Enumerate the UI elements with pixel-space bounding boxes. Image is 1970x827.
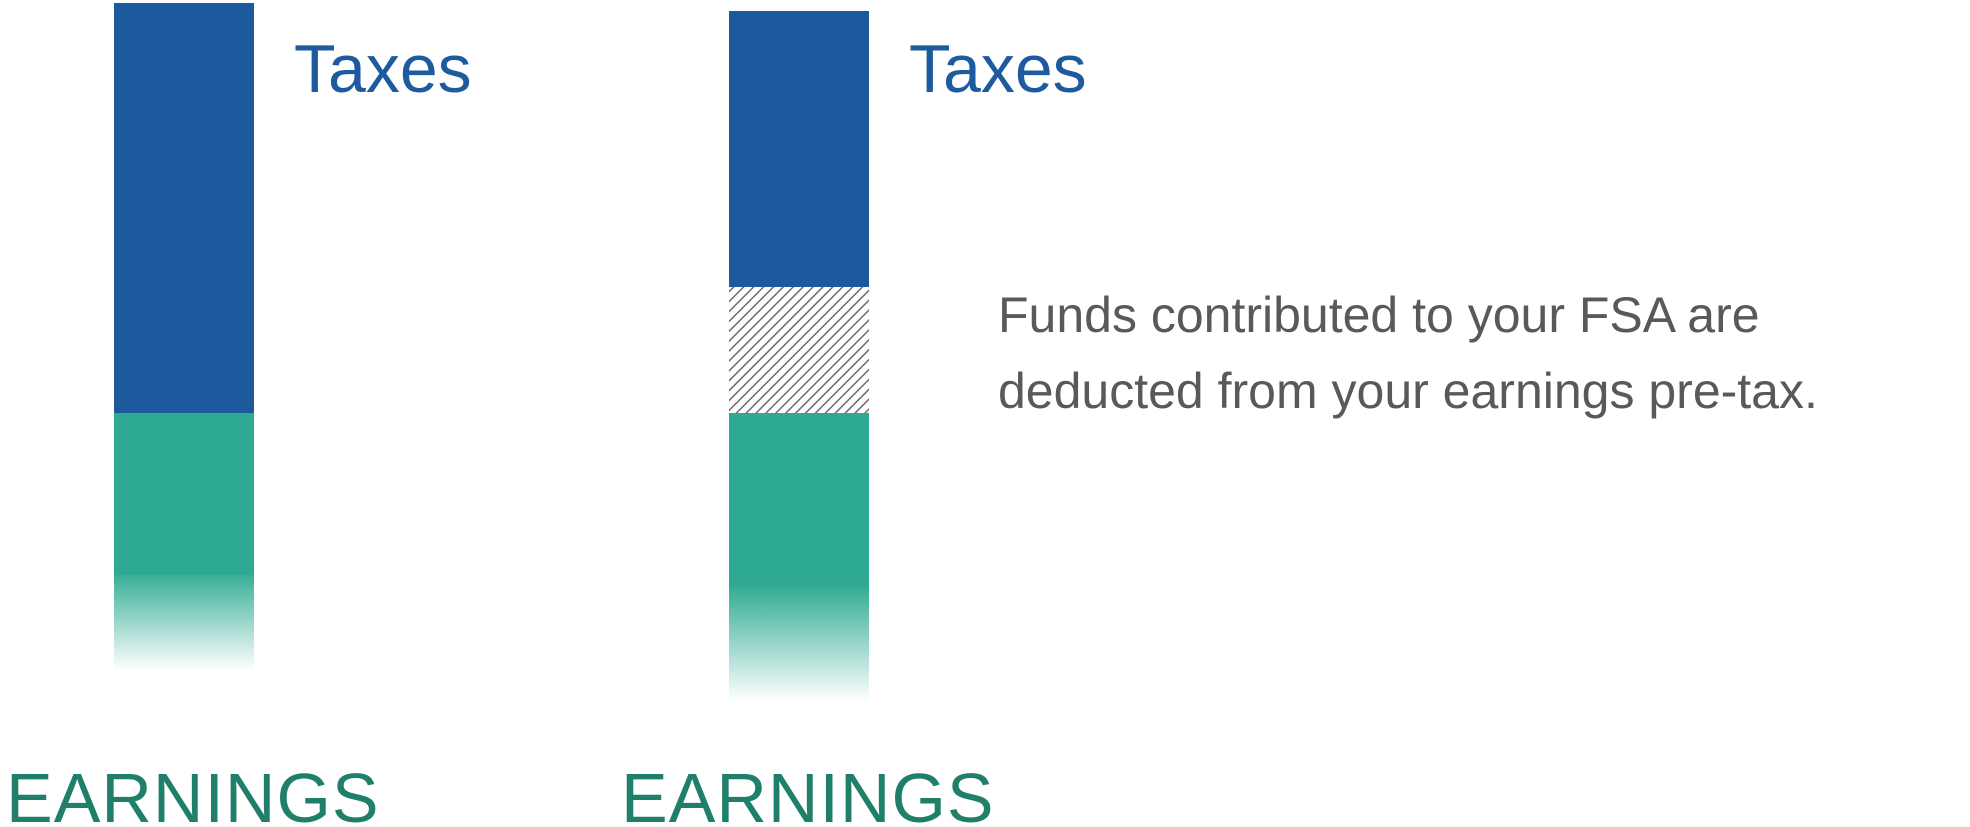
note-line: deducted from your earnings pre-tax. — [998, 363, 1818, 419]
earnings-label: EARNINGS — [6, 759, 380, 827]
earnings-fade — [114, 570, 254, 670]
earnings-fade — [729, 584, 869, 701]
taxes-block — [729, 11, 869, 287]
taxes-block — [114, 3, 254, 413]
note-line: Funds contributed to your FSA are — [998, 287, 1760, 343]
column-after: Taxes EARNINGS — [621, 11, 1087, 827]
fsa-block — [729, 287, 869, 413]
taxes-label: Taxes — [294, 31, 472, 107]
earnings-block — [114, 413, 254, 575]
earnings-label: EARNINGS — [621, 759, 995, 827]
earnings-block — [729, 413, 869, 587]
taxes-label: Taxes — [909, 31, 1087, 107]
note: Funds contributed to your FSA are deduct… — [998, 287, 1818, 419]
column-before: Taxes EARNINGS — [6, 3, 472, 827]
